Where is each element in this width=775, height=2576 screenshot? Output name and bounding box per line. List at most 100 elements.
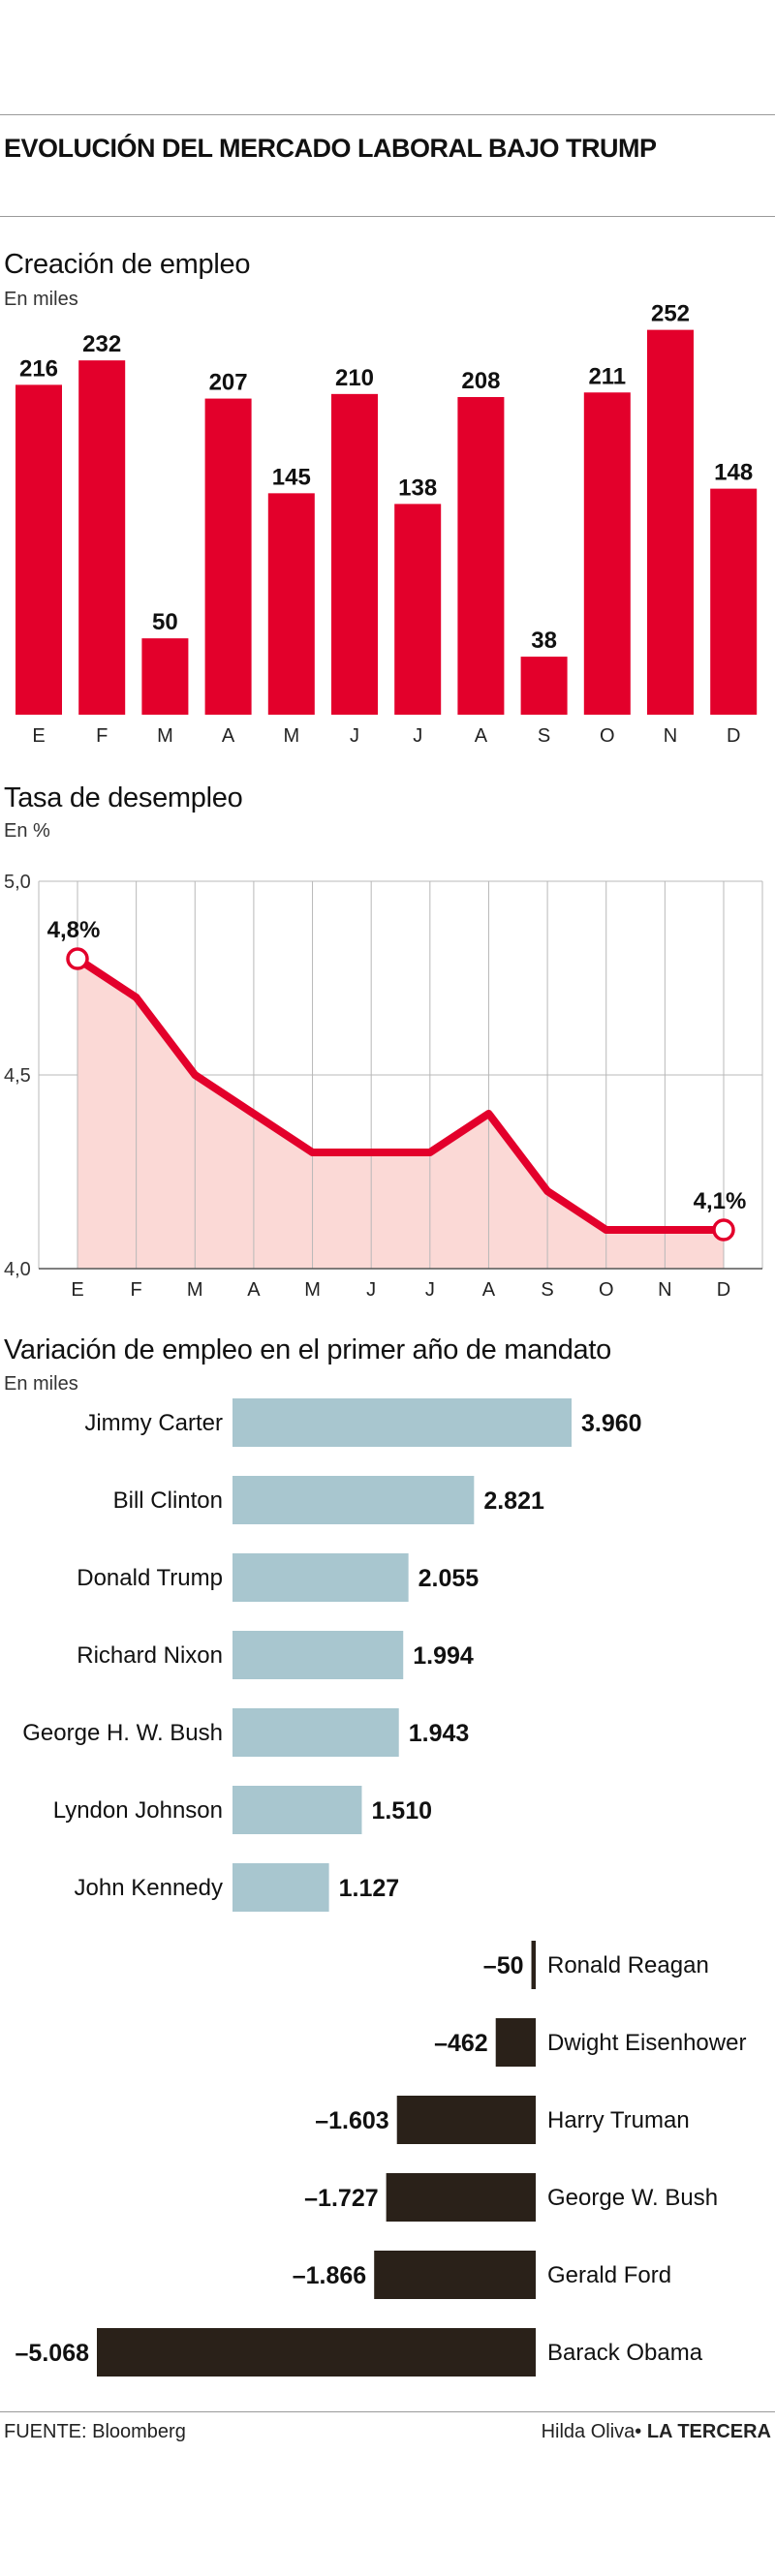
category-label-6: John Kennedy <box>75 1875 223 1901</box>
value-label-2: 2.055 <box>418 1565 480 1592</box>
data-label-3: 207 <box>209 370 248 396</box>
category-label-11: Gerald Ford <box>547 2262 671 2288</box>
data-label-6: 138 <box>398 475 437 501</box>
x-tick-label-10: N <box>658 1279 671 1301</box>
outlet-name: LA TERCERA <box>646 2421 771 2442</box>
data-label-0: 216 <box>19 355 58 382</box>
bar-7 <box>531 1941 536 1989</box>
x-tick-label-9: O <box>600 725 615 747</box>
y-tick-label-1: 4,5 <box>4 1065 31 1087</box>
bar-10 <box>647 329 694 715</box>
data-label-11: 148 <box>714 460 753 486</box>
unemployment-chart-subtitle: En % <box>4 820 50 842</box>
bar-0 <box>232 1398 572 1447</box>
data-label-2: 50 <box>152 609 178 635</box>
x-tick-label-6: J <box>413 725 422 747</box>
x-tick-label-3: A <box>247 1279 261 1301</box>
x-tick-label-3: A <box>222 725 235 747</box>
x-tick-label-7: A <box>475 725 488 747</box>
bar-3 <box>204 398 252 715</box>
category-label-4: George H. W. Bush <box>22 1720 223 1746</box>
value-label-3: 1.994 <box>413 1642 474 1670</box>
x-tick-label-0: E <box>71 1279 83 1301</box>
value-label-5: 1.510 <box>371 1797 432 1825</box>
value-label-10: –1.727 <box>304 2185 378 2212</box>
bar-4 <box>232 1708 399 1757</box>
bar-4 <box>267 493 315 715</box>
bar-12 <box>97 2328 536 2377</box>
data-label-5: 210 <box>335 365 374 391</box>
x-tick-label-4: M <box>283 725 299 747</box>
category-label-1: Bill Clinton <box>113 1487 223 1514</box>
y-tick-label-2: 4,0 <box>4 1259 31 1280</box>
end-point-label: 4,1% <box>694 1188 747 1214</box>
bar-11 <box>710 488 758 715</box>
end-point-marker <box>712 1218 735 1242</box>
value-label-9: –1.603 <box>315 2107 388 2134</box>
page-title: EVOLUCIÓN DEL MERCADO LABORAL BAJO TRUMP <box>4 134 657 163</box>
value-label-11: –1.866 <box>293 2262 366 2289</box>
unemployment-area <box>78 959 724 1269</box>
x-tick-label-1: F <box>131 1279 142 1301</box>
bar-0 <box>16 384 62 715</box>
bar-10 <box>386 2173 536 2222</box>
value-label-8: –462 <box>434 2030 488 2057</box>
bar-11 <box>374 2251 536 2299</box>
data-label-10: 252 <box>651 301 690 327</box>
x-tick-label-5: J <box>350 725 359 747</box>
bar-5 <box>331 393 378 715</box>
presidents-chart-title: Variación de empleo en el primer año de … <box>4 1334 611 1365</box>
jobs-chart-title: Creación de empleo <box>4 249 251 280</box>
credit: Hilda Oliva• LA TERCERA <box>542 2421 771 2443</box>
bar-1 <box>78 360 126 715</box>
title-rule <box>0 216 775 217</box>
value-label-1: 2.821 <box>483 1487 544 1515</box>
x-tick-label-6: J <box>425 1279 435 1301</box>
bar-6 <box>232 1863 329 1912</box>
author-name: Hilda Oliva <box>541 2421 636 2442</box>
x-tick-label-8: S <box>538 725 550 747</box>
bar-1 <box>232 1476 475 1524</box>
x-tick-label-1: F <box>96 725 108 747</box>
unemployment-line-chart: 4,8% 4,1% 5,0 4,5 4,0 E F M A M J J A S O N D <box>4 872 763 1301</box>
x-tick-label-9: O <box>599 1279 614 1301</box>
bar-3 <box>232 1631 404 1679</box>
x-tick-label-11: D <box>717 1279 730 1301</box>
start-point-label: 4,8% <box>47 917 101 943</box>
bar-9 <box>396 2096 536 2144</box>
x-tick-label-8: S <box>541 1279 553 1301</box>
category-label-10: George W. Bush <box>547 2185 718 2211</box>
x-tick-label-11: D <box>727 725 740 747</box>
top-rule <box>0 114 775 115</box>
bar-8 <box>495 2018 536 2067</box>
data-label-4: 145 <box>272 464 311 490</box>
bar-8 <box>520 657 568 715</box>
footer-rule <box>0 2411 775 2412</box>
category-label-5: Lyndon Johnson <box>53 1797 223 1824</box>
bar-6 <box>394 504 442 715</box>
unemployment-line <box>74 955 728 1234</box>
start-point-marker <box>66 947 89 970</box>
category-label-2: Donald Trump <box>77 1565 223 1591</box>
bar-9 <box>583 392 631 715</box>
data-label-7: 208 <box>461 368 500 394</box>
credit-separator: • <box>635 2421 642 2442</box>
bar-2 <box>141 638 189 715</box>
x-tick-label-5: J <box>366 1279 376 1301</box>
value-label-7: –50 <box>483 1952 524 1979</box>
data-label-9: 211 <box>588 363 626 389</box>
x-tick-label-2: M <box>187 1279 203 1301</box>
x-tick-label-0: E <box>32 725 45 747</box>
y-tick-label-0: 5,0 <box>4 872 31 893</box>
category-label-12: Barack Obama <box>547 2340 703 2366</box>
jobs-bar-chart: 216 E 232 F 50 M 207 A 145 M 210 J 138 J 208 A 38 S 211 O 25… <box>16 301 758 747</box>
x-tick-label-4: M <box>304 1279 321 1301</box>
jobs-chart-subtitle: En miles <box>4 289 78 310</box>
category-label-7: Ronald Reagan <box>547 1952 709 1978</box>
category-label-8: Dwight Eisenhower <box>547 2030 746 2056</box>
bar-7 <box>457 397 505 715</box>
data-label-8: 38 <box>531 628 557 654</box>
source-note: FUENTE: Bloomberg <box>4 2421 186 2442</box>
category-label-0: Jimmy Carter <box>84 1410 223 1436</box>
presidents-bar-chart: Jimmy Carter 3.960 Bill Clinton 2.821 Donald… <box>16 1398 746 2377</box>
